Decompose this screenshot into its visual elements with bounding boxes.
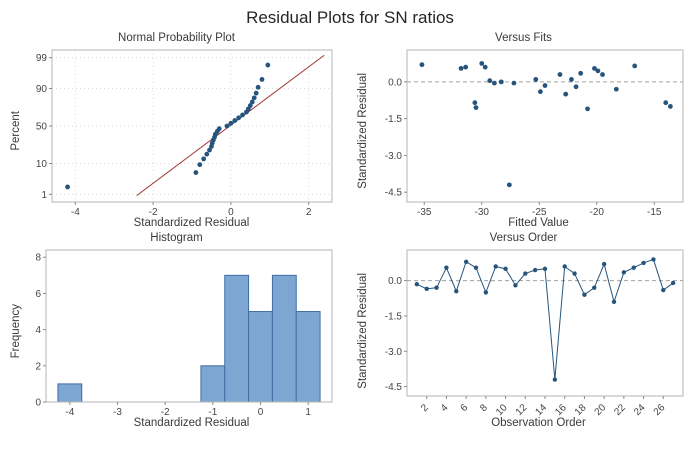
svg-text:4: 4 <box>439 402 451 414</box>
svg-text:0: 0 <box>35 398 41 409</box>
histogram-canvas: -4 -3 -2 -1 0 1 0 2 4 6 8 <box>35 249 333 418</box>
panel-title: Versus Order <box>489 232 558 244</box>
svg-text:2: 2 <box>306 207 312 218</box>
panel-body: Standardized Residual -35 -30 -25 -20 -15 0.0… <box>356 44 691 218</box>
svg-text:16: 16 <box>553 402 569 418</box>
svg-text:-30: -30 <box>475 207 490 218</box>
svg-text:2: 2 <box>419 402 431 414</box>
x-axis-label: Fitted Value <box>508 217 569 229</box>
svg-text:99: 99 <box>36 53 48 64</box>
svg-text:2: 2 <box>35 361 41 372</box>
panel-body: Percent -4 -2 0 2 1 10 50 90 99 <box>9 44 344 218</box>
y-axis-label: Standardized Residual <box>357 273 369 389</box>
panel-histogram: Histogram Frequency -4 -3 -2 -1 0 1 0 2 4 6 8 Stan… <box>6 231 347 429</box>
svg-text:-3: -3 <box>113 407 122 418</box>
svg-text:10: 10 <box>36 159 48 170</box>
svg-text:22: 22 <box>612 402 628 418</box>
svg-text:0.0: 0.0 <box>388 77 402 88</box>
svg-text:-4.5: -4.5 <box>385 382 403 393</box>
svg-text:14: 14 <box>533 402 549 418</box>
svg-text:8: 8 <box>478 402 490 414</box>
svg-text:-4: -4 <box>65 407 74 418</box>
svg-text:-1.5: -1.5 <box>385 311 403 322</box>
panel-title: Normal Probability Plot <box>118 32 235 44</box>
panel-versus-fits: Versus Fits Standardized Residual -35 -30… <box>353 31 694 229</box>
x-axis-label: Standardized Residual <box>133 417 250 429</box>
panel-body: Frequency -4 -3 -2 -1 0 1 0 2 4 6 8 <box>9 244 344 418</box>
svg-text:90: 90 <box>36 84 48 95</box>
svg-text:6: 6 <box>35 289 41 300</box>
svg-text:12: 12 <box>514 402 530 418</box>
svg-text:-25: -25 <box>532 207 547 218</box>
svg-text:-20: -20 <box>590 207 605 218</box>
svg-text:0: 0 <box>228 207 234 218</box>
svg-text:-1.5: -1.5 <box>385 114 403 125</box>
svg-text:6: 6 <box>459 402 471 414</box>
svg-text:24: 24 <box>632 402 648 418</box>
x-axis-label: Standardized Residual <box>133 217 250 229</box>
plots-grid: Normal Probability Plot Percent -4 -2 0 2 1 1… <box>6 31 694 429</box>
svg-text:50: 50 <box>36 122 48 133</box>
svg-text:-4: -4 <box>71 207 80 218</box>
y-axis-label: Frequency <box>10 303 22 359</box>
svg-text:-2: -2 <box>149 207 158 218</box>
svg-text:18: 18 <box>573 402 589 418</box>
svg-text:8: 8 <box>35 253 41 264</box>
svg-text:1: 1 <box>305 407 311 418</box>
versus-order-canvas: 2 4 6 8 10 12 14 16 18 20 22 24 260.0-1.5-3.0-4.5 <box>385 249 684 418</box>
svg-text:-3.0: -3.0 <box>385 347 403 358</box>
svg-text:-2: -2 <box>161 407 170 418</box>
svg-text:-1: -1 <box>208 407 217 418</box>
svg-text:-4.5: -4.5 <box>385 188 403 199</box>
svg-text:-3.0: -3.0 <box>385 151 403 162</box>
panel-title: Versus Fits <box>495 32 552 44</box>
svg-text:10: 10 <box>494 402 510 418</box>
svg-text:4: 4 <box>35 325 41 336</box>
versus-fits-canvas: -35 -30 -25 -20 -15 0.0 -1.5 -3.0 -4.5 <box>385 49 684 218</box>
panel-normal-probability-plot: Normal Probability Plot Percent -4 -2 0 2 1 1… <box>6 31 347 229</box>
svg-text:26: 26 <box>652 402 668 418</box>
svg-text:1: 1 <box>41 190 47 201</box>
figure-title: Residual Plots for SN ratios <box>246 8 454 27</box>
panel-body: Standardized Residual 2 4 6 8 10 12 14 16 18 20 22… <box>356 244 691 418</box>
y-axis-label: Standardized Residual <box>357 73 369 189</box>
svg-text:0.0: 0.0 <box>388 276 402 287</box>
panel-title: Histogram <box>150 232 203 244</box>
y-axis-label: Percent <box>10 111 22 151</box>
x-axis-label: Observation Order <box>491 417 586 429</box>
svg-text:-35: -35 <box>417 207 432 218</box>
svg-text:0: 0 <box>258 407 264 418</box>
normal-probability-plot-canvas: -4 -2 0 2 1 10 50 90 99 <box>36 49 333 218</box>
svg-text:-15: -15 <box>647 207 662 218</box>
svg-text:20: 20 <box>593 402 609 418</box>
